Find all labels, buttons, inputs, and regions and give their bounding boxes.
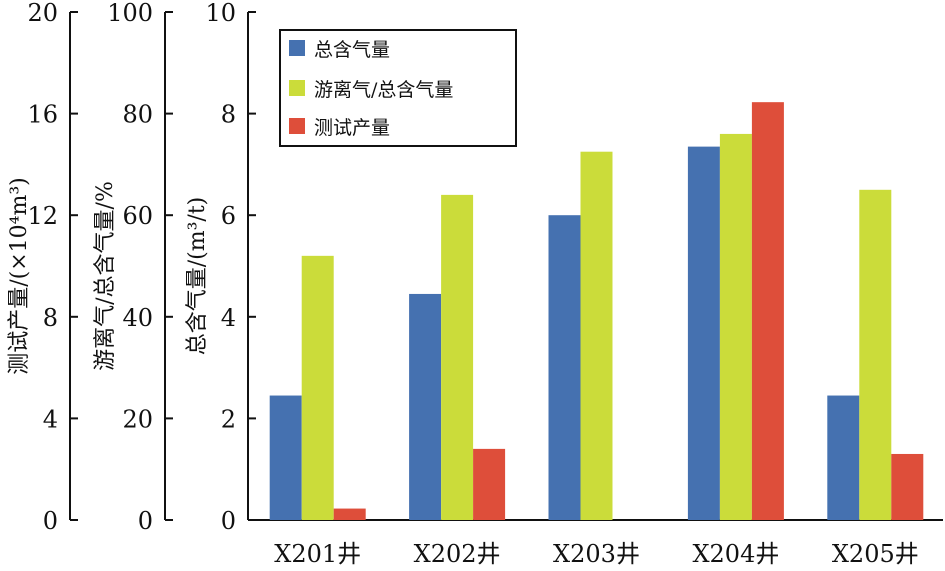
ratio-axis-tick-label: 60 bbox=[122, 202, 153, 230]
bar-total-gas-3 bbox=[548, 215, 581, 520]
prod-axis-tick-label: 12 bbox=[27, 202, 58, 230]
legend: 总含气量 游离气/总含气量 测试产量 bbox=[279, 29, 517, 147]
bar-total-gas-1 bbox=[269, 395, 302, 520]
prod-axis-title: 测试产量/(×10⁴m³) bbox=[7, 177, 32, 375]
labels-layer: 0 4 8 12 16 20 0 20 40 60 80 100 0 2 4 6 8 10 测试产量/(×10⁴m³… bbox=[7, 0, 919, 568]
prod-axis-tick-label: 20 bbox=[27, 0, 58, 27]
category-label: X201井 bbox=[274, 540, 361, 568]
gas-axis-title: 总含气量/(m³/t) bbox=[185, 197, 210, 356]
gas-axis-tick-label: 10 bbox=[205, 0, 236, 27]
category-label: X202井 bbox=[414, 540, 501, 568]
legend-swatch-total-gas bbox=[289, 40, 305, 56]
bar-test-production-4 bbox=[751, 102, 784, 521]
prod-axis-tick-label: 0 bbox=[43, 507, 58, 535]
ratio-axis-title: 游离气/总含气量/% bbox=[93, 181, 118, 371]
ratio-axis-tick-label: 20 bbox=[122, 405, 153, 433]
prod-axis-tick-label: 16 bbox=[27, 101, 58, 129]
ratio-axis-tick-label: 100 bbox=[107, 0, 153, 27]
ratio-axis-tick-label: 0 bbox=[138, 507, 153, 535]
bar-total-gas-5 bbox=[827, 395, 860, 520]
prod-axis-tick-label: 4 bbox=[43, 405, 58, 433]
prod-axis-tick-label: 8 bbox=[43, 304, 58, 332]
bar-free-gas-ratio-3 bbox=[580, 151, 613, 520]
bars-layer bbox=[269, 102, 924, 521]
ratio-axis-tick-label: 80 bbox=[122, 101, 153, 129]
category-label: X203井 bbox=[553, 540, 640, 568]
bar-test-production-2 bbox=[473, 448, 506, 520]
legend-box bbox=[279, 29, 517, 147]
gas-axis-tick-label: 4 bbox=[221, 304, 236, 332]
bar-free-gas-ratio-5 bbox=[859, 189, 892, 521]
gas-axis-tick-label: 6 bbox=[221, 202, 236, 230]
category-label: X204井 bbox=[692, 540, 779, 568]
legend-swatch-free-gas-ratio bbox=[289, 80, 305, 96]
bar-free-gas-ratio-2 bbox=[441, 194, 474, 520]
gas-axis-tick-label: 2 bbox=[221, 405, 236, 433]
bar-total-gas-2 bbox=[409, 293, 442, 520]
gas-axis-tick-label: 0 bbox=[221, 507, 236, 535]
legend-label-test-production: 测试产量 bbox=[314, 117, 390, 139]
bar-free-gas-ratio-4 bbox=[719, 133, 752, 521]
category-label: X205井 bbox=[832, 540, 919, 568]
legend-label-total-gas: 总含气量 bbox=[314, 39, 390, 61]
bar-test-production-5 bbox=[891, 453, 924, 520]
bar-test-production-1 bbox=[333, 508, 366, 520]
legend-label-free-gas-ratio: 游离气/总含气量 bbox=[314, 79, 453, 101]
legend-swatch-test-production bbox=[289, 118, 305, 134]
bar-total-gas-4 bbox=[687, 146, 720, 520]
ratio-axis-tick-label: 40 bbox=[122, 304, 153, 332]
gas-axis-tick-label: 8 bbox=[221, 101, 236, 129]
bar-free-gas-ratio-1 bbox=[301, 255, 334, 520]
